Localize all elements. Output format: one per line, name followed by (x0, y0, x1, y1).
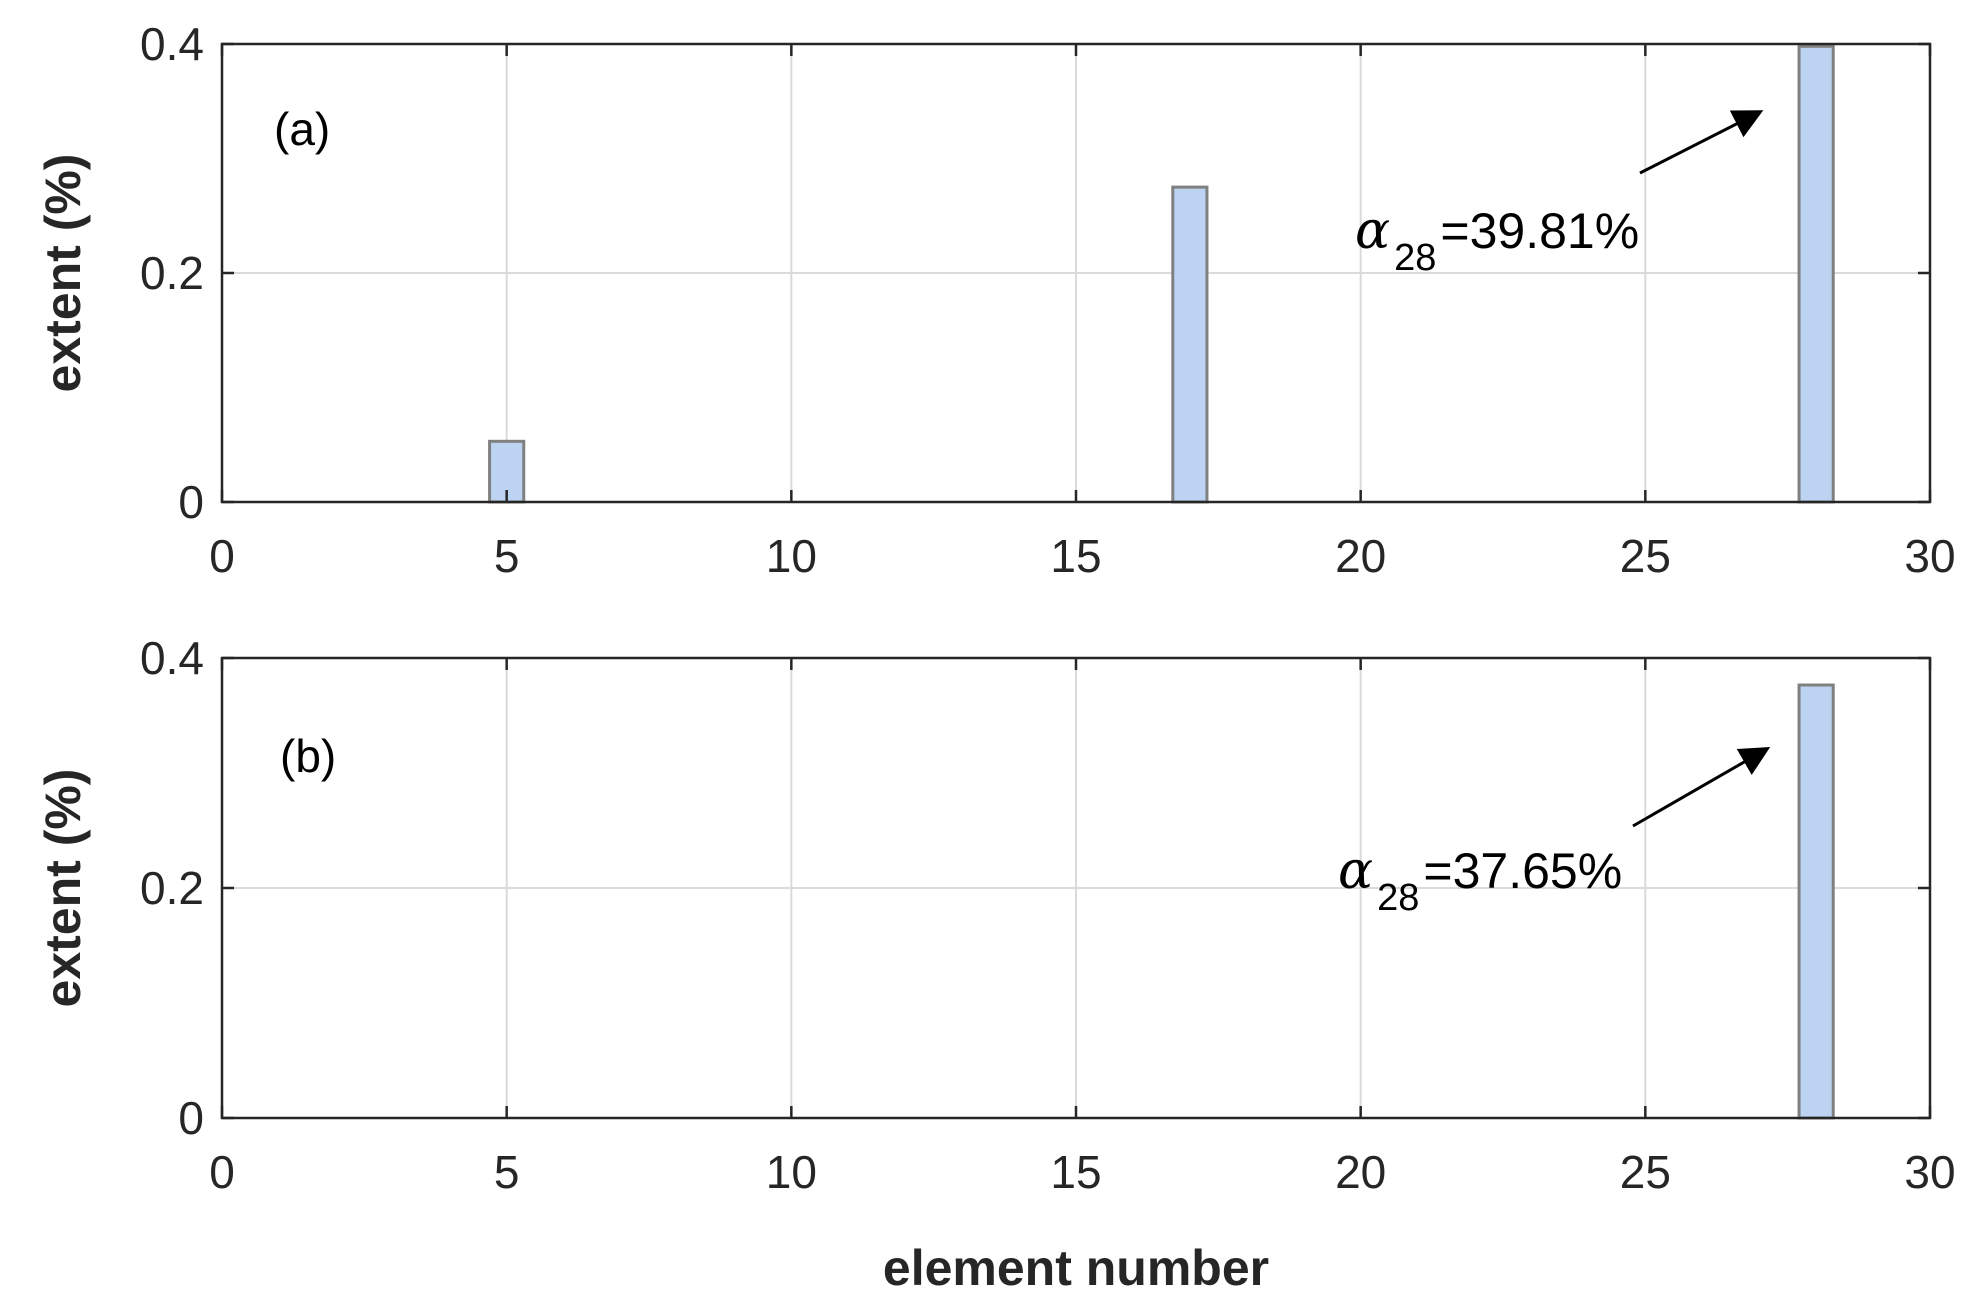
y-tick-label: 0.2 (140, 247, 204, 299)
x-tick-label: 0 (209, 530, 235, 582)
annotation-subscript: 28 (1394, 237, 1436, 279)
value-annotation: α 28 =37.65% (1338, 747, 1771, 919)
x-tick-label: 10 (766, 530, 817, 582)
x-tick-label: 30 (1904, 1146, 1955, 1198)
bar (1797, 683, 1835, 1120)
y-axis-label: extent (%) (35, 154, 91, 393)
bar (1797, 44, 1835, 504)
annotation-symbol: α (1355, 201, 1390, 261)
tick-marks (220, 42, 1932, 504)
y-tick-label: 0.2 (140, 862, 204, 914)
x-tick-label: 25 (1620, 1146, 1671, 1198)
x-tick-label: 20 (1335, 1146, 1386, 1198)
y-axis-label: extent (%) (35, 769, 91, 1008)
bar (1171, 185, 1209, 504)
x-tick-label: 10 (766, 1146, 817, 1198)
annotation-arrow (1632, 747, 1771, 828)
annotation-arrow (1639, 110, 1764, 175)
x-tick-label: 25 (1620, 530, 1671, 582)
panel-label: (a) (274, 103, 330, 155)
tick-marks (220, 656, 1932, 1120)
x-tick-label: 0 (209, 1146, 235, 1198)
y-tick-labels: 0 0.2 0.4 (140, 18, 204, 528)
annotation-label: α 28 =37.65% (1338, 841, 1622, 919)
annotation-label: α 28 =39.81% (1355, 201, 1639, 279)
x-tick-label: 15 (1050, 530, 1101, 582)
grid-lines (222, 44, 1930, 502)
grid-lines (222, 658, 1930, 1118)
x-tick-label: 20 (1335, 530, 1386, 582)
y-tick-labels: 0 0.2 0.4 (140, 632, 204, 1144)
x-tick-label: 5 (494, 1146, 520, 1198)
bar-series (488, 44, 1835, 504)
x-tick-labels: 0 5 10 15 20 25 30 (209, 530, 1955, 582)
annotation-value: =39.81% (1440, 203, 1639, 259)
bar-series (1797, 683, 1835, 1120)
panel-b: 0 5 10 15 20 25 30 0 0.2 0.4 extent (%) element … (35, 632, 1956, 1296)
annotation-symbol: α (1338, 841, 1373, 901)
y-tick-label: 0.4 (140, 18, 204, 70)
y-tick-label: 0 (178, 476, 204, 528)
y-tick-label: 0.4 (140, 632, 204, 684)
annotation-value: =37.65% (1423, 843, 1622, 899)
x-tick-labels: 0 5 10 15 20 25 30 (209, 1146, 1955, 1198)
annotation-subscript: 28 (1377, 877, 1419, 919)
panel-a: 0 5 10 15 20 25 30 0 0.2 0.4 extent (%) (a) α 28… (35, 18, 1956, 582)
x-tick-label: 5 (494, 530, 520, 582)
x-tick-label: 15 (1050, 1146, 1101, 1198)
y-tick-label: 0 (178, 1092, 204, 1144)
x-tick-label: 30 (1904, 530, 1955, 582)
panel-label: (b) (280, 730, 336, 782)
x-axis-label: element number (883, 1240, 1269, 1296)
value-annotation: α 28 =39.81% (1355, 110, 1764, 279)
